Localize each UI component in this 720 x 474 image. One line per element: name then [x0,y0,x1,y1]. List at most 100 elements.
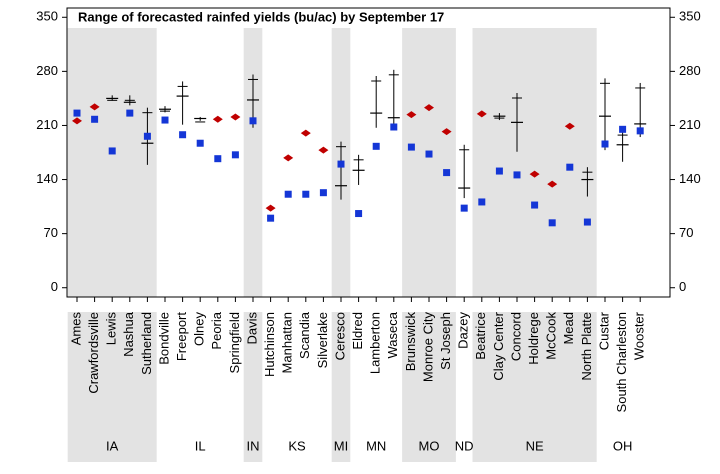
square-marker [443,169,451,177]
square-marker [91,115,99,123]
x-tick-label: Waseca [385,311,400,358]
square-marker [619,125,627,133]
group-label: NE [526,438,544,453]
group-label: OH [613,438,633,453]
group-label: ND [455,438,474,453]
y-tick-label: 210 [36,117,58,132]
diamond-marker [89,103,100,111]
x-tick-label: Freeport [174,312,189,362]
y-tick-label: 0 [51,279,58,294]
x-tick-label: Monroe City [420,312,435,383]
diamond-marker [265,204,276,212]
y2-tick-label: 210 [679,117,701,132]
x-tick-label: Ames [68,312,83,346]
chart-title: Range of forecasted rainfed yields (bu/a… [78,9,444,24]
x-tick-label: Lewis [104,312,119,346]
diamond-marker [283,154,294,162]
square-marker [143,132,151,140]
x-tick-label: South Charleston [614,312,629,412]
x-tick-label: Eldred [350,312,365,350]
group-label: MN [366,438,386,453]
x-tick-label: St Joseph [438,312,453,370]
x-tick-label: Wooster [632,311,647,360]
square-marker [548,219,556,227]
group-band-label [243,312,263,462]
diamond-marker [212,115,223,123]
x-tick-label: Scandia [297,311,312,359]
square-marker [161,116,169,124]
background-layer [67,28,597,462]
x-tick-label: Mead [561,312,576,345]
y-tick-label: 280 [36,63,58,78]
x-tick-label: Concord [508,312,523,361]
square-marker [231,151,239,159]
diamond-marker [230,113,241,121]
square-marker [267,214,275,222]
square-marker [337,160,345,168]
x-tick-label: Springfield [227,312,242,373]
group-band [472,28,597,297]
x-tick-label: Silverlake [315,312,330,368]
diamond-marker [529,170,540,178]
diamond-marker [547,180,558,188]
diamond-marker [318,146,329,154]
square-marker [478,198,486,206]
x-tick-label: Custar [596,311,611,350]
square-marker [196,139,204,147]
x-tick-label: Ceresco [332,312,347,360]
diamond-marker [406,111,417,119]
square-marker [390,123,398,131]
group-band-label [67,312,157,462]
group-label: MO [419,438,440,453]
diamond-marker [476,110,487,118]
square-marker [372,142,380,150]
square-marker [249,117,257,125]
y-tick-label: 350 [36,9,58,24]
y-tick-label: 70 [44,225,58,240]
group-label: MI [334,438,348,453]
square-marker [214,155,222,163]
x-tick-label: Davis [244,312,259,345]
x-tick-label: Brunswick [403,312,418,372]
x-tick-label: Hutchinson [262,312,277,377]
group-band-label [472,312,597,462]
square-marker [73,109,81,117]
x-tick-label: North Platte [579,312,594,381]
x-tick-label: Nashua [121,311,136,357]
square-marker [460,204,468,212]
group-label: IA [106,438,119,453]
group-band [402,28,456,297]
square-marker [583,218,591,226]
square-marker [566,163,574,171]
group-label: IL [195,438,206,453]
square-marker [126,109,134,117]
x-tick-label: McCook [544,312,559,360]
group-band [67,28,157,297]
group-label: IN [247,438,260,453]
x-tick-label: Lamberton [368,312,383,374]
square-marker [108,147,116,155]
group-band-label [402,312,456,462]
x-tick-label: Dazey [456,312,471,349]
group-label: KS [288,438,306,453]
x-tick-label: Beatrice [473,312,488,360]
x-tick-label: Manhattan [280,312,295,373]
square-marker [284,190,292,198]
plot-frame [66,7,671,298]
diamond-marker [72,117,82,125]
square-marker [513,171,521,179]
square-marker [495,167,503,175]
diamond-marker [300,129,311,137]
diamond-marker [441,128,452,136]
square-marker [302,190,310,198]
square-marker [425,150,433,158]
square-marker [601,140,609,148]
diamond-marker [424,104,434,112]
x-tick-label: Peoria [209,311,224,349]
y2-tick-label: 350 [679,9,701,24]
x-tick-label: Holdrege [526,312,541,365]
x-tick-label: Bondville [156,312,171,365]
y2-tick-label: 0 [679,279,686,294]
